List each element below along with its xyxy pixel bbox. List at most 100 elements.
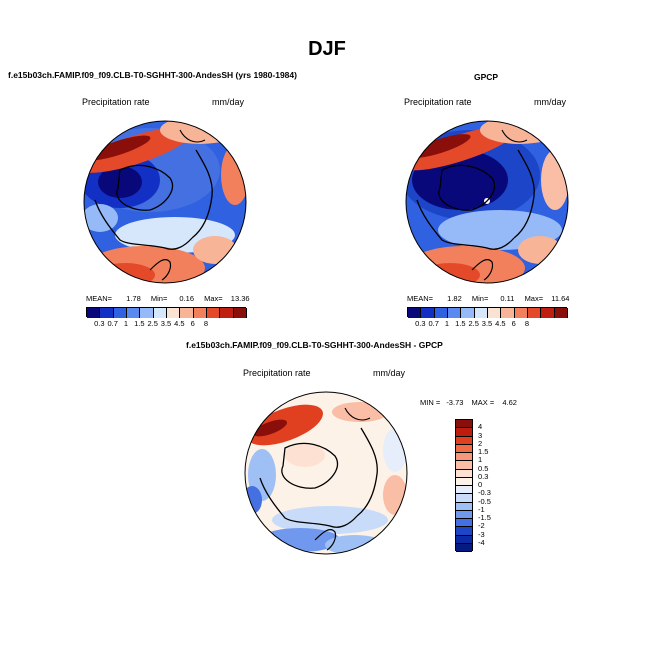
diff-colorbar-tick-label: 2 [478,438,483,448]
model-colorbar-tick-label: 6 [190,319,195,328]
diff-colorbar-swatch [456,486,472,495]
model-colorbar-swatch [167,308,181,318]
model-colorbar-tick-label: 0.7 [107,319,118,328]
diff-colorbar-tick-label: -0.3 [478,488,491,498]
obs-colorbar-swatch [514,308,528,318]
obs-colorbar-tick-label: 0.3 [415,319,426,328]
model-colorbar-swatch [220,308,234,318]
diff-colorbar-swatch [456,444,472,453]
model-colorbar-swatch [180,308,194,318]
diff-colorbar-tick-label: -0.5 [478,496,491,506]
model-colorbar-tick-label: 2.5 [147,319,158,328]
diff-units-label: mm/day [373,368,406,378]
diff-colorbar-tick-label: 3 [478,430,483,440]
obs-colorbar-tick-label: 1 [444,319,450,328]
diff-min-value: -3.73 [446,398,464,407]
diff-colorbar-swatch [456,494,472,503]
model-colorbar-swatch [207,308,221,318]
obs-colorbar-swatch [528,308,542,318]
obs-min-label: Min= [471,294,489,303]
obs-variable-label: Precipitation rate [404,97,472,107]
diff-colorbar-swatch [456,543,472,552]
obs-colorbar-tick-label: 1.5 [455,319,466,328]
figure-title: DJF [308,38,346,60]
diff-colorbar-swatch [456,461,472,470]
obs-colorbar-tick-label: 4.5 [495,319,506,328]
model-variable-label: Precipitation rate [82,97,150,107]
obs-colorbar-labels: 0.3 0.7 1 1.5 2.5 3.5 4.5 6 8 [407,319,567,329]
diff-colorbar-tick-label: 1.5 [478,447,489,456]
model-colorbar-swatch [140,308,154,318]
diff-colorbar-tick-label: -1.5 [478,513,491,522]
model-colorbar-tick-label: 3.5 [160,319,172,328]
diff-colorbar-swatch [456,510,472,519]
diff-colorbar-swatch [456,469,472,478]
model-mean-label: MEAN= [86,294,113,303]
diff-colorbar-tick-label: -1 [478,504,485,514]
diff-colorbar-swatch [456,502,472,511]
obs-colorbar-swatch [421,308,435,318]
diff-panel-heading: f.e15b03ch.FAMIP.f09_f09.CLB-T0-SGHHT-30… [186,340,443,350]
diff-colorbar-tick-label: -2 [478,521,485,531]
diff-colorbar-swatch [456,420,472,429]
obs-max-label: Max= [524,294,544,303]
obs-max-value: 11.64 [551,294,570,303]
model-min-label: Min= [150,294,168,303]
diff-colorbar-tick-label: -4 [478,537,485,547]
obs-colorbar-swatch [474,308,488,318]
obs-colorbar-swatch [461,308,475,318]
model-colorbar-swatch [233,308,247,318]
model-max-value: 13.36 [230,294,250,303]
obs-colorbar-tick-label: 8 [524,319,530,328]
obs-panel-heading: GPCP [474,72,499,82]
obs-colorbar-swatch [408,308,422,318]
model-colorbar [86,307,247,318]
obs-colorbar-swatch [541,308,555,318]
model-min-value: 0.16 [179,294,195,303]
diff-min-label: MIN = [420,398,441,407]
obs-colorbar-tick-label: 3.5 [481,319,493,328]
model-colorbar-swatch [100,308,114,318]
model-max-label: Max= [204,294,223,303]
obs-colorbar-swatch [488,308,502,318]
model-colorbar-tick-label: 0.3 [94,319,105,328]
diff-colorbar-tick-label: 0.5 [478,463,489,473]
model-mean-value: 1.78 [126,294,141,303]
diff-colorbar-swatch [456,519,472,528]
diff-colorbar-swatch [456,535,472,544]
obs-stats: MEAN= 1.82 Min= 0.11 Max= 11.64 [407,294,569,303]
model-colorbar-swatch [87,308,101,318]
diff-colorbar-swatch [456,436,472,445]
diff-colorbar [455,419,473,552]
obs-colorbar-tick-label: 0.7 [428,319,439,328]
model-colorbar-swatch [113,308,127,318]
model-colorbar-tick-label: 1 [123,319,129,328]
obs-colorbar-swatch [448,308,462,318]
diff-colorbar-swatch [456,453,472,462]
diff-colorbar-swatch [456,477,472,486]
model-colorbar-tick-label: 1.5 [134,319,145,328]
diff-variable-label: Precipitation rate [243,368,311,378]
model-colorbar-swatch [193,308,207,318]
diff-colorbar-tick-label: 1 [478,455,483,465]
model-colorbar-tick-label: 8 [203,319,209,328]
model-colorbar-tick-label: 4.5 [174,319,185,328]
obs-mean-label: MEAN= [407,294,434,303]
obs-colorbar-swatch [501,308,515,318]
obs-min-value: 0.11 [500,294,515,303]
obs-units-label: mm/day [534,97,567,107]
diff-colorbar-swatch [456,527,472,536]
model-colorbar-swatch [153,308,167,318]
obs-colorbar-tick-label: 6 [511,319,516,328]
diff-max-label: MAX = [471,398,495,407]
diff-colorbar-tick-label: 4 [478,422,483,432]
diff-colorbar-tick-label: -3 [478,529,485,539]
diff-colorbar-tick-label: 0.3 [478,471,489,481]
model-colorbar-swatch [127,308,141,318]
diff-stats: MIN = -3.73 MAX = 4.62 [420,398,517,407]
diff-max-value: 4.62 [502,398,517,407]
model-stats: MEAN= 1.78 Min= 0.16 Max= 13.36 [86,294,250,303]
diff-colorbar-labels: 4 3 2 1.5 1 0.5 0.3 0 -0.3 -0.5 -1 -1.5 -2 -3 -4 [478,419,508,551]
obs-mean-value: 1.82 [447,294,462,303]
